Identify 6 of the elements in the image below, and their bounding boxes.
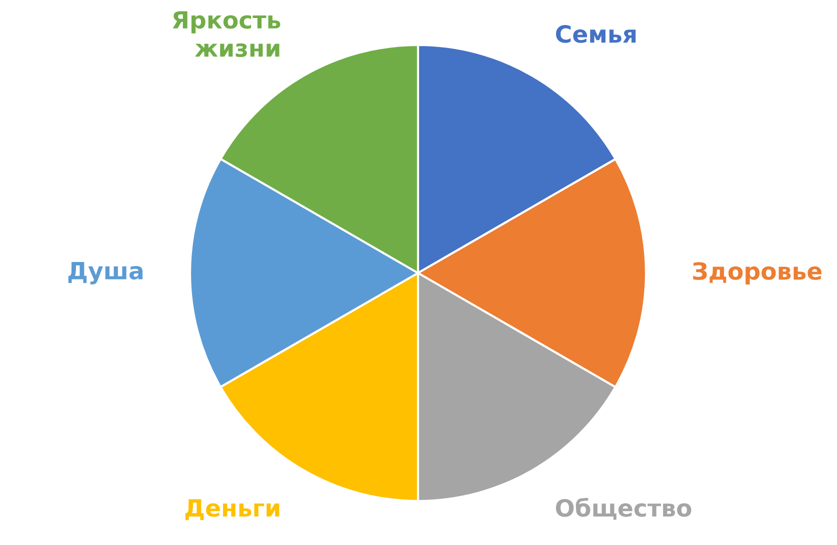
slice-label: Душа (68, 262, 143, 284)
slice-label: Яркость жизни (172, 11, 280, 57)
slice-label: Здоровье (693, 262, 822, 285)
slice-label: Семья (556, 25, 636, 43)
slice-label: Общество (556, 498, 692, 520)
slice-label: Деньги (185, 499, 280, 520)
